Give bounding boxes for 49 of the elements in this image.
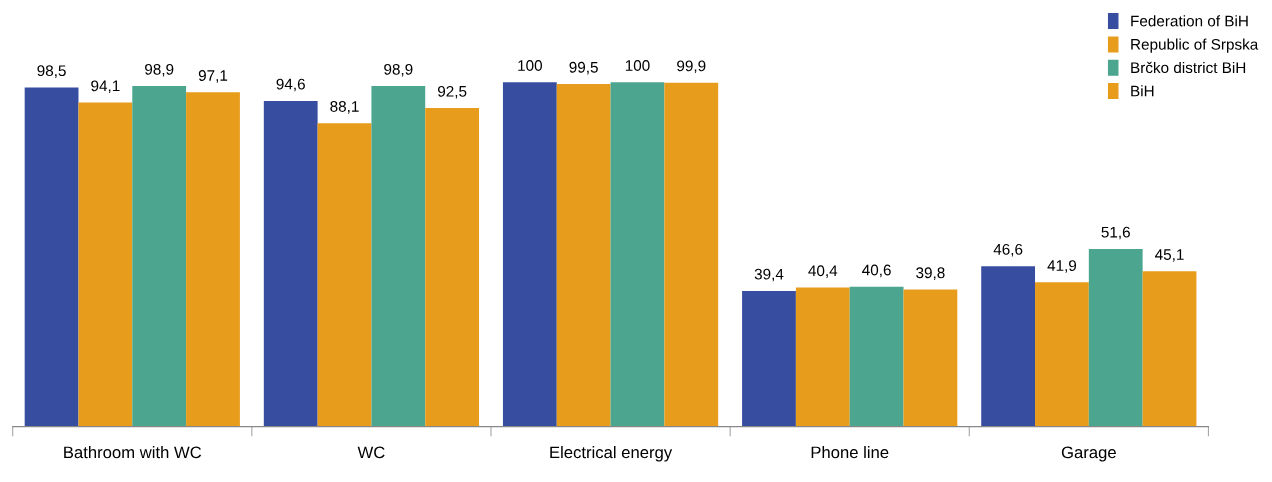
data-label: 40,6 xyxy=(862,264,891,278)
data-label: 45,1 xyxy=(1155,249,1184,262)
data-label: 100 xyxy=(518,60,542,71)
legend-label: Republic of Srpska xyxy=(1131,38,1259,53)
x-tick-label: Electrical energy xyxy=(550,446,673,462)
data-label: 100 xyxy=(625,60,650,71)
bar xyxy=(263,100,318,427)
bar xyxy=(502,82,557,427)
bar xyxy=(849,286,904,427)
data-label: 94,6 xyxy=(276,78,305,92)
data-label: 39,4 xyxy=(754,268,784,282)
data-label: 40,4 xyxy=(808,265,838,278)
x-tick-label: Phone line xyxy=(811,446,889,459)
bar xyxy=(186,92,240,427)
bar xyxy=(78,102,133,427)
bar xyxy=(981,266,1036,427)
data-label: 98,9 xyxy=(384,63,413,77)
data-label: 88,1 xyxy=(330,101,359,114)
bar xyxy=(795,287,850,427)
bar xyxy=(903,289,958,427)
data-label: 41,9 xyxy=(1047,260,1077,273)
bar xyxy=(132,86,187,427)
data-label: 92,5 xyxy=(437,85,467,99)
bar xyxy=(742,290,796,427)
bar xyxy=(1035,282,1089,427)
data-label: 51,6 xyxy=(1101,226,1130,240)
data-label: 39,8 xyxy=(916,267,945,280)
bar xyxy=(556,84,611,427)
legend-label: Brčko district BiH xyxy=(1131,61,1246,74)
bar xyxy=(664,82,719,427)
bar xyxy=(371,86,426,427)
legend-label: Federation of BiH xyxy=(1131,15,1248,27)
bar xyxy=(24,87,79,427)
data-label: 97,1 xyxy=(198,70,228,83)
data-label: 46,6 xyxy=(993,243,1023,257)
data-label: 98,9 xyxy=(145,63,174,77)
x-tick-label: WC xyxy=(357,446,385,459)
data-label: 98,5 xyxy=(37,65,66,78)
bar xyxy=(610,82,665,427)
bar xyxy=(1088,248,1143,427)
legend-label: BiH xyxy=(1131,85,1154,97)
x-tick-label: Bathroom with WC xyxy=(64,446,202,459)
data-label: 99,9 xyxy=(677,60,706,74)
bar xyxy=(317,123,372,427)
bar xyxy=(1142,271,1197,427)
x-tick-label: Garage xyxy=(1061,446,1116,462)
data-label: 99,5 xyxy=(569,61,598,75)
bar xyxy=(425,108,480,427)
data-label: 94,1 xyxy=(91,80,120,94)
